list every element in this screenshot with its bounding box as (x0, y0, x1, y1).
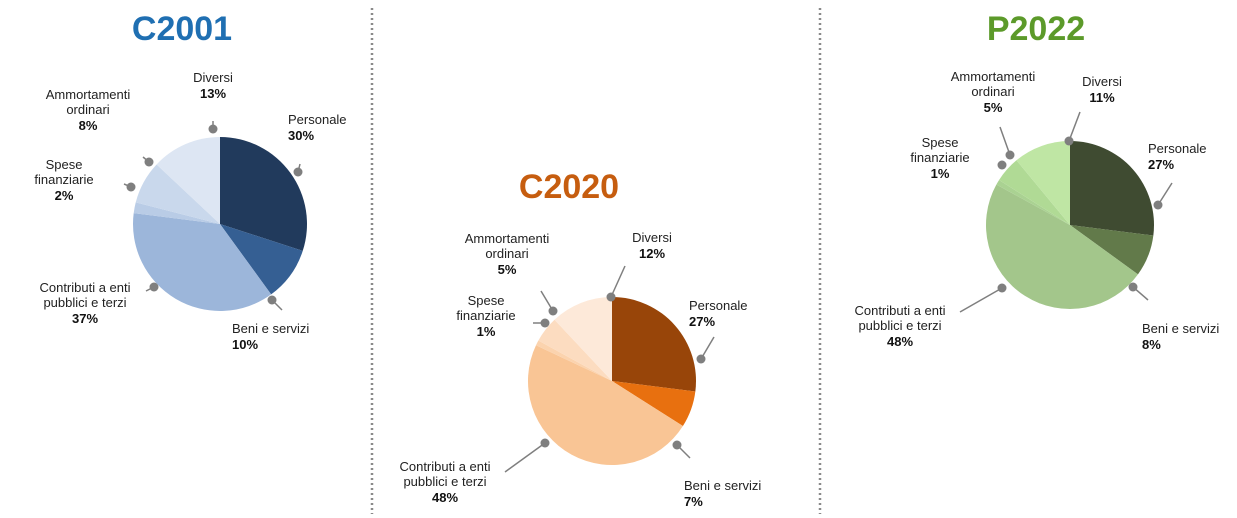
leader-dot-personale (1153, 200, 1163, 210)
slice-label-beni-e-servizi: Beni e servizi 8% (1142, 321, 1219, 352)
pie-slice-spese-finanziarie (133, 202, 220, 224)
pie-slice-personale (612, 296, 697, 392)
pie-slice-spese-finanziarie (535, 340, 612, 381)
slice-label-diversi: Diversi 11% (1082, 74, 1122, 105)
pie-slice-contributi-a-enti-pubblici-e-terzi (985, 184, 1138, 310)
leader-line-contributi-a-enti-pubblici-e-terzi (504, 442, 546, 473)
chart-title: P2022 (987, 10, 1085, 48)
slice-value-label: 27% (1148, 157, 1174, 172)
slice-label-ammortamenti-ordinari: Ammortamenti ordinari 5% (951, 69, 1036, 115)
slice-label-spese-finanziarie: Spese finanziarie 1% (910, 135, 969, 181)
slice-value-label: 30% (288, 128, 314, 143)
leader-line-contributi-a-enti-pubblici-e-terzi (959, 287, 1003, 313)
chart-title: C2020 (519, 168, 619, 206)
slice-label-personale: Personale 30% (288, 112, 347, 143)
leader-dot-contributi-a-enti-pubblici-e-terzi (149, 282, 159, 292)
slice-label-contributi-a-enti-pubblici-e-terzi: Contributi a enti pubblici e terzi 48% (399, 459, 490, 505)
leader-line-diversi (1068, 111, 1081, 142)
slice-value-label: 12% (639, 246, 665, 261)
pie-slice-beni-e-servizi (612, 381, 696, 427)
leader-dot-ammortamenti-ordinari (1005, 150, 1015, 160)
leader-dot-spese-finanziarie (126, 182, 136, 192)
leader-dot-spese-finanziarie (997, 160, 1007, 170)
pie-slice-diversi (554, 297, 612, 381)
leader-dot-personale (293, 167, 303, 177)
pie-slice-personale (1070, 141, 1155, 236)
pie-slice-ammortamenti-ordinari (999, 160, 1070, 225)
pie-slice-diversi (1016, 141, 1070, 225)
leader-dot-diversi (1064, 136, 1074, 146)
slice-label-contributi-a-enti-pubblici-e-terzi: Contributi a enti pubblici e terzi 48% (854, 303, 945, 349)
slice-value-label: 10% (232, 337, 258, 352)
leader-line-diversi (610, 265, 626, 298)
pie-chart-c2020: C2020 Personale 27% Beni e servizi 7% Contrib… (399, 168, 761, 509)
slice-label-diversi: Diversi 12% (632, 230, 672, 261)
slice-label-beni-e-servizi: Beni e servizi 7% (684, 478, 761, 509)
slice-value-label: 13% (200, 86, 226, 101)
pie-slice-ammortamenti-ordinari (135, 164, 220, 224)
pie-slice-spese-finanziarie (996, 179, 1070, 225)
pie-chart-p2022: P2022 Personale 27% Beni e servizi 8% Contrib… (854, 10, 1219, 352)
slice-label-spese-finanziarie: Spese finanziarie 1% (456, 293, 515, 339)
slice-value-label: 48% (887, 334, 913, 349)
slice-value-label: 27% (689, 314, 715, 329)
slice-value-label: 1% (477, 324, 496, 339)
leader-dot-beni-e-servizi (267, 295, 277, 305)
leader-dot-diversi (208, 124, 218, 134)
slice-label-ammortamenti-ordinari: Ammortamenti ordinari 8% (46, 87, 131, 133)
chart-title: C2001 (132, 10, 232, 48)
leader-dot-diversi (606, 292, 616, 302)
slice-value-label: 5% (984, 100, 1003, 115)
slice-value-label: 2% (55, 188, 74, 203)
slice-value-label: 48% (432, 490, 458, 505)
slice-value-label: 11% (1089, 90, 1115, 105)
slice-label-contributi-a-enti-pubblici-e-terzi: Contributi a enti pubblici e terzi 37% (39, 280, 130, 326)
leader-dot-beni-e-servizi (672, 440, 682, 450)
slice-label-personale: Personale 27% (689, 298, 748, 329)
leader-dot-spese-finanziarie (540, 318, 550, 328)
pie-slice-diversi (156, 137, 220, 224)
pie-chart-c2001: C2001 Personale 30% Beni e servizi 10% Contri… (34, 10, 346, 352)
slice-value-label: 5% (498, 262, 517, 277)
slice-label-spese-finanziarie: Spese finanziarie 2% (34, 157, 93, 203)
slice-value-label: 1% (931, 166, 950, 181)
leader-dot-contributi-a-enti-pubblici-e-terzi (997, 283, 1007, 293)
leader-dot-personale (696, 354, 706, 364)
slice-value-label: 8% (79, 118, 98, 133)
slice-label-personale: Personale 27% (1148, 141, 1207, 172)
leader-dot-ammortamenti-ordinari (548, 306, 558, 316)
slice-value-label: 7% (684, 494, 703, 509)
pie-slice-beni-e-servizi (220, 224, 303, 295)
leader-line-ammortamenti-ordinari (999, 126, 1011, 156)
pie-slice-ammortamenti-ordinari (538, 319, 612, 381)
leader-dot-beni-e-servizi (1128, 282, 1138, 292)
slice-label-diversi: Diversi 13% (193, 70, 233, 101)
pie-slice-personale (220, 137, 307, 251)
slice-label-beni-e-servizi: Beni e servizi 10% (232, 321, 309, 352)
pie-slice-contributi-a-enti-pubblici-e-terzi (133, 213, 272, 311)
slice-value-label: 37% (72, 311, 98, 326)
leader-dot-ammortamenti-ordinari (144, 157, 154, 167)
pie-slice-beni-e-servizi (1070, 225, 1154, 275)
leader-dot-contributi-a-enti-pubblici-e-terzi (540, 438, 550, 448)
slice-label-ammortamenti-ordinari: Ammortamenti ordinari 5% (465, 231, 550, 277)
slice-value-label: 8% (1142, 337, 1161, 352)
pie-slice-contributi-a-enti-pubblici-e-terzi (527, 345, 683, 466)
